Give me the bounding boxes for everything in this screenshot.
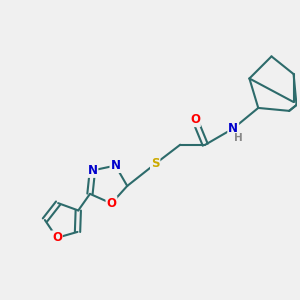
Text: O: O (106, 197, 116, 210)
Text: N: N (228, 122, 238, 135)
Text: O: O (190, 113, 200, 126)
Text: O: O (52, 231, 62, 244)
Text: S: S (151, 158, 159, 170)
Text: N: N (110, 159, 120, 172)
Text: N: N (87, 164, 98, 177)
Text: H: H (234, 133, 243, 143)
